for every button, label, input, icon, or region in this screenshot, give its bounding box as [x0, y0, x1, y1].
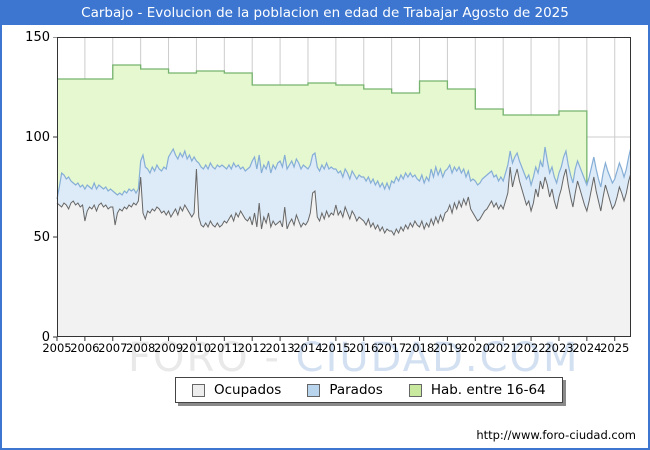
x-tick-label: 2006: [70, 341, 100, 355]
legend-item-hab-entre-16-64: Hab. entre 16-64: [408, 382, 546, 398]
x-tick-label: 2012: [237, 341, 267, 355]
y-tick-label: 50: [33, 230, 50, 245]
watermark-part1: FORO -: [128, 335, 281, 381]
site-url-link[interactable]: http://www.foro-ciudad.com: [476, 428, 636, 442]
y-tick-label: 0: [41, 330, 50, 345]
legend-swatch-icon: [408, 383, 422, 397]
legend-box: Ocupados Parados Hab. entre 16-64: [175, 377, 563, 403]
legend-label: Ocupados: [214, 382, 282, 398]
page-title: Carbajo - Evolucion de la poblacion en e…: [81, 5, 569, 21]
x-tick-label: 2009: [153, 341, 184, 355]
legend-label: Hab. entre 16-64: [430, 382, 546, 398]
x-tick-label: 2020: [460, 341, 490, 355]
x-tick-label: 2013: [265, 341, 295, 355]
watermark-part2: CIUDAD.COM: [295, 335, 580, 381]
legend-label: Parados: [329, 382, 383, 398]
x-tick-label: 2023: [544, 341, 574, 355]
x-tick-label: 2014: [293, 341, 323, 355]
legend-item-parados: Parados: [307, 382, 383, 398]
x-tick-label: 2022: [516, 341, 546, 355]
y-tick-label: 150: [25, 30, 50, 45]
title-bar: Carbajo - Evolucion de la poblacion en e…: [2, 2, 648, 25]
y-tick-label: 100: [25, 130, 50, 145]
x-tick-label: 2008: [126, 341, 156, 355]
watermark: FORO - CIUDAD.COM: [128, 335, 580, 381]
legend-item-ocupados: Ocupados: [192, 382, 281, 398]
x-tick-label: 2015: [321, 341, 351, 355]
x-tick-label: 2005: [42, 341, 72, 355]
legend-swatch-icon: [307, 383, 321, 397]
x-tick-label: 2007: [98, 341, 128, 355]
x-tick-label: 2021: [488, 341, 518, 355]
x-tick-label: 2025: [600, 341, 630, 355]
legend-swatch-icon: [192, 383, 205, 397]
x-tick-label: 2019: [432, 341, 463, 355]
plot-svg: [53, 37, 631, 341]
x-tick-label: 2016: [349, 341, 379, 355]
x-tick-label: 2024: [572, 341, 602, 355]
x-tick-label: 2010: [181, 341, 212, 355]
x-tick-label: 2017: [376, 341, 407, 355]
x-tick-label: 2018: [404, 341, 435, 355]
x-tick-label: 2011: [209, 341, 239, 355]
